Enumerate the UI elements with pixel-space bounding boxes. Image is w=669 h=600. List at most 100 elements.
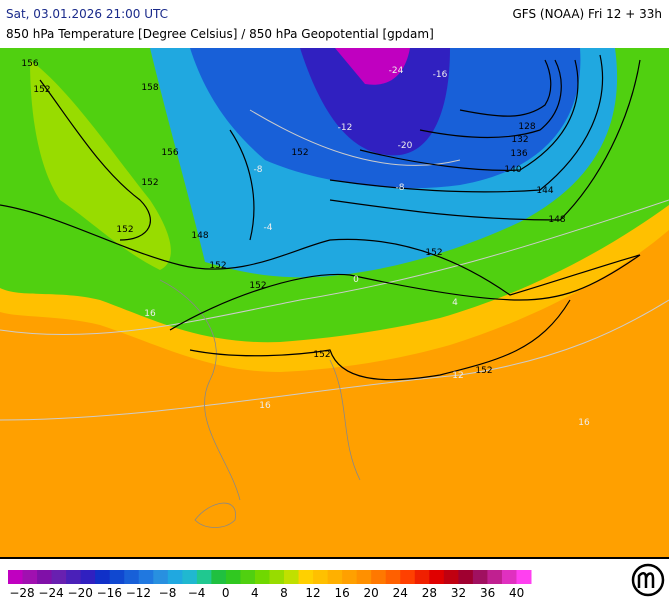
colorbar-swatch [458, 570, 474, 584]
contour-label: 152 [425, 248, 442, 258]
contour-label: -16 [433, 70, 448, 80]
colorbar-label: −20 [68, 586, 93, 600]
colorbar-swatch [516, 570, 532, 584]
contour-label: -8 [254, 165, 263, 175]
contour-label: 152 [33, 85, 50, 95]
contour-label: 152 [209, 261, 226, 271]
colorbar-swatch [167, 570, 183, 584]
contour-label: 136 [510, 149, 527, 159]
contour-label: 132 [511, 135, 528, 145]
contour-label: -4 [264, 223, 273, 233]
colorbar-swatch [182, 570, 198, 584]
colorbar-swatch [124, 570, 140, 584]
colorbar-swatch [240, 570, 256, 584]
colorbar-swatch [211, 570, 227, 584]
colorbar-swatch [371, 570, 387, 584]
colorbar-label: −28 [9, 586, 34, 600]
colorbar-swatch [342, 570, 358, 584]
plateau [30, 60, 171, 270]
contour-labels: 156 152 158 156 152 152 148 152 152 152 152 152 152 1… [21, 59, 590, 428]
date: Sat, 03.01.2026 21:00 UTC [6, 7, 168, 21]
contour-label: 152 [116, 225, 133, 235]
colorbar-label: 32 [451, 586, 466, 600]
colorbar-label: −16 [97, 586, 122, 600]
colorbar-swatch [66, 570, 82, 584]
colorbar-swatch [51, 570, 67, 584]
contour-label: 0 [353, 275, 359, 285]
contour-label: 128 [518, 122, 535, 132]
colorbar-swatch [501, 570, 517, 584]
colorbar-swatch [95, 570, 111, 584]
colorbar-swatch [472, 570, 488, 584]
contour-label: 4 [452, 298, 458, 308]
colorbar-label: 16 [334, 586, 349, 600]
subtitle: 850 hPa Temperature [Degree Celsius] / 8… [6, 27, 434, 41]
contour-label: 16 [144, 309, 156, 319]
colorbar-label: 40 [509, 586, 524, 600]
contour-label: 148 [191, 231, 208, 241]
contour-label: 16 [578, 418, 590, 428]
colorbar-label: 8 [280, 586, 288, 600]
colorbar-swatch [385, 570, 401, 584]
coastlines [159, 279, 361, 528]
colorbar-swatch [429, 570, 445, 584]
contour-label: -24 [389, 66, 404, 76]
colorbar-swatch [8, 570, 24, 584]
contour-label: 152 [475, 366, 492, 376]
contour-label: 148 [548, 215, 565, 225]
contour-label: 140 [504, 165, 521, 175]
colorbar-label: −4 [188, 586, 206, 600]
isotherms [0, 109, 669, 421]
colorbar: −28 −24 −20 −16 −12 −8 −4 0 4 8 12 16 20 24 28 32 36 40 [8, 570, 532, 600]
contour-label: 156 [21, 59, 38, 69]
colorbar-label: 36 [480, 586, 495, 600]
colorbar-label: −24 [38, 586, 63, 600]
colorbar-swatch [327, 570, 343, 584]
contour-label: 152 [291, 148, 308, 158]
colorbar-label: 4 [251, 586, 259, 600]
colorbar-swatch [313, 570, 329, 584]
colorbar-swatch [225, 570, 241, 584]
colorbar-label: 28 [422, 586, 437, 600]
contour-label: 152 [249, 281, 266, 291]
geopotential-contours [0, 54, 641, 381]
logo [631, 563, 665, 597]
colorbar-label: 24 [393, 586, 408, 600]
contour-label: 16 [259, 401, 271, 411]
colorbar-swatch [37, 570, 53, 584]
contour-label: 152 [313, 350, 330, 360]
colorbar-swatch [414, 570, 430, 584]
colorbar-swatch [109, 570, 125, 584]
colorbar-swatch [269, 570, 285, 584]
very-cold-field [300, 48, 450, 156]
contour-label: 144 [536, 186, 553, 196]
colorbar-swatch [153, 570, 169, 584]
colorbar-swatch [487, 570, 503, 584]
contour-label: 158 [141, 83, 158, 93]
colorbar-label: 20 [364, 586, 379, 600]
colorbar-swatch [196, 570, 212, 584]
colorbar-swatch [400, 570, 416, 584]
contour-label: 152 [141, 178, 158, 188]
contour-label: -12 [338, 123, 353, 133]
colorbar-label: 12 [305, 586, 320, 600]
coldest-field [335, 48, 410, 85]
contour-label: 12 [452, 371, 463, 381]
colorbar-swatch [138, 570, 154, 584]
colorbar-swatch [298, 570, 314, 584]
model: GFS (NOAA) Fri 12 + 33h [512, 7, 662, 21]
colorbar-swatch [443, 570, 459, 584]
colorbar-label: −8 [159, 586, 177, 600]
contour-label: 156 [161, 148, 178, 158]
colorbar-label: −12 [126, 586, 151, 600]
colorbar-swatch [80, 570, 96, 584]
colorbar-swatch [22, 570, 38, 584]
colorbar-swatch [254, 570, 270, 584]
contour-label: -20 [398, 141, 413, 151]
colorbar-swatch [284, 570, 300, 584]
map-area [0, 48, 669, 558]
colorbar-swatch [356, 570, 372, 584]
colorbar-label: 0 [222, 586, 230, 600]
